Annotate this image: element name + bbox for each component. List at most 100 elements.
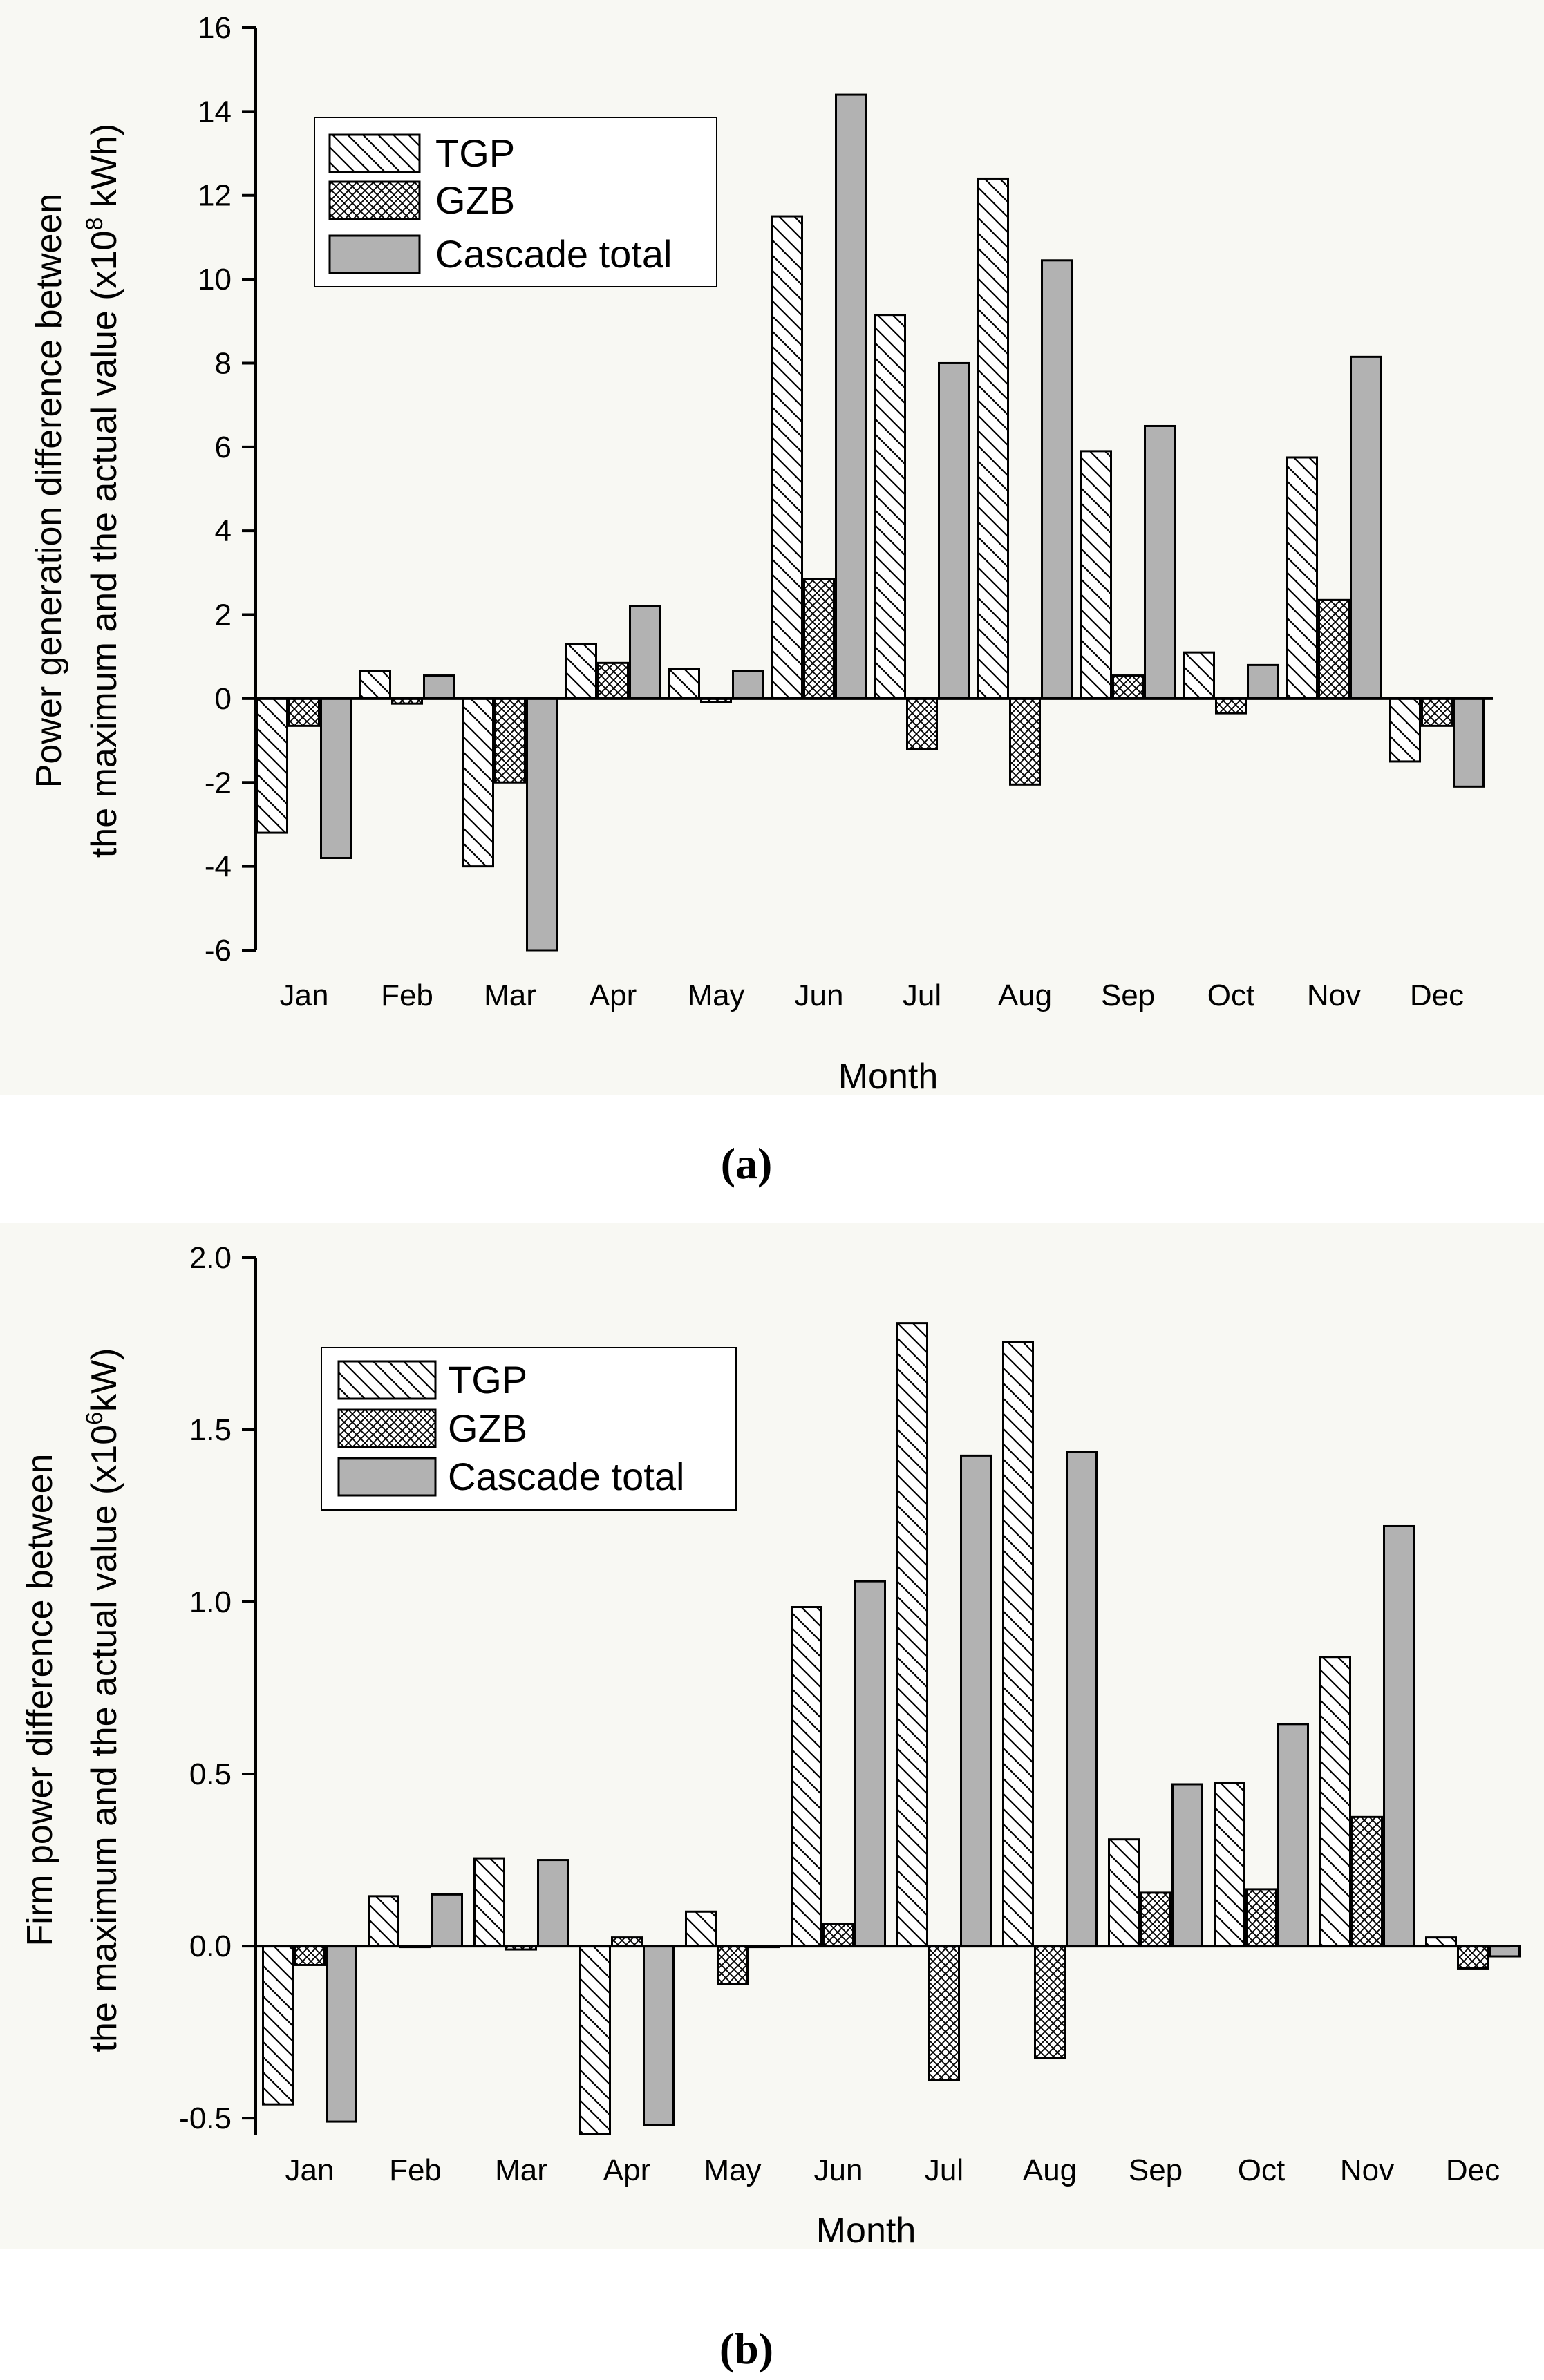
panel-b-legend-label-tgp: TGP [448, 1358, 527, 1401]
panel-b-bar-tgp-may [685, 1910, 717, 1947]
panel-a-bar-tgp-sep [1080, 450, 1112, 700]
panel-a-bar-gzb-nov [1318, 598, 1350, 700]
panel-a-bar-tgp-jul [874, 314, 906, 700]
panel-b-bar-tgp-mar [473, 1857, 505, 1947]
panel-a-bar-cascade-total-jan [320, 697, 352, 860]
panel-b-bar-cascade-total-sep [1171, 1783, 1203, 1947]
panel-b-bar-cascade-total-mar [537, 1859, 569, 1947]
panel-b-bar-tgp-feb [368, 1895, 399, 1947]
panel-a-month-label: Sep [1101, 979, 1155, 1012]
panel-a-bar-gzb-jun [803, 578, 835, 700]
panel-a-bar-gzb-oct [1215, 697, 1247, 715]
panel-a-legend-label-gzb: GZB [435, 178, 515, 222]
panel-a-month-label: Dec [1410, 979, 1464, 1012]
panel-a-ytick-label: 6 [215, 431, 232, 464]
panel-b-month-label: Jan [285, 2153, 335, 2187]
panel-b-legend-label-gzb: GZB [448, 1406, 527, 1450]
panel-a-bar-cascade-total-nov [1350, 355, 1382, 700]
panel-b-ylabel-line2: the maximum and the actual value (x106kW… [82, 1348, 124, 2052]
panel-a-ytick-label: 14 [198, 95, 232, 129]
panel-a-bar-gzb-sep [1112, 674, 1144, 700]
panel-a-bar-tgp-may [668, 668, 700, 700]
panel-b-bar-tgp-jul [896, 1322, 928, 1947]
panel-a-bar-cascade-total-dec [1453, 697, 1485, 788]
panel-a-legend-label-cascade-total: Cascade total [435, 232, 672, 276]
panel-b-bar-gzb-nov [1351, 1815, 1383, 1947]
plot-area-b: -0.5 0.0 0.5 1.0 1.5 2.0 Jan Feb Mar Apr May Jun Jul… [179, 1241, 1521, 2187]
panel-a-legend-swatch-tgp [328, 133, 421, 173]
panel-b-month-label: May [704, 2153, 761, 2187]
panel-b-ylabel-exponent: 6 [82, 1412, 108, 1425]
panel-a-legend-swatch-gzb [328, 180, 421, 220]
panel-a-month-label: Jan [280, 979, 329, 1012]
panel-a-legend: TGP GZB Cascade total [314, 117, 717, 287]
chart-panel-b: -0.5 0.0 0.5 1.0 1.5 2.0 Jan Feb Mar Apr May Jun Jul… [0, 1223, 1544, 2251]
panel-b-bar-cascade-total-apr [643, 1945, 675, 2126]
panel-a-ytick-label: -6 [205, 934, 232, 967]
panel-b-month-label: Dec [1446, 2153, 1500, 2187]
panel-b-ylabel-unit: kW) [84, 1348, 124, 1412]
panel-b-month-label: Sep [1129, 2153, 1183, 2187]
panel-b-month-label: Mar [495, 2153, 547, 2187]
panel-a-ylabel-line2: the maximum and the actual value (x108 k… [82, 124, 124, 858]
panel-a-bar-tgp-apr [565, 643, 597, 700]
panel-a-bar-cascade-total-may [732, 670, 764, 700]
panel-b-ylabel: Firm power difference between the maximu… [20, 1348, 124, 2052]
panel-a-ylabel: Power generation difference between the … [29, 124, 124, 858]
panel-a-bar-tgp-oct [1183, 651, 1215, 700]
panel-b-bar-gzb-oct [1245, 1888, 1277, 1947]
panel-b-ytick-label: 0.5 [189, 1757, 232, 1791]
panel-b-month-label: Jun [814, 2153, 863, 2187]
panel-b-ylabel-line2-main: the maximum and the actual value (x10 [84, 1425, 124, 2052]
panel-b-ytick-label: -0.5 [179, 2102, 232, 2135]
panel-b-month-label: Nov [1340, 2153, 1394, 2187]
panel-a-ytick-label: 10 [198, 263, 232, 296]
panel-b-bar-cascade-total-aug [1066, 1451, 1098, 1947]
panel-b-bar-tgp-jun [791, 1606, 822, 1947]
panel-a-bar-cascade-total-apr [629, 605, 661, 700]
panel-b-month-label: Aug [1023, 2153, 1077, 2187]
panel-b-bar-cascade-total-feb [431, 1893, 463, 1947]
panel-b-bar-cascade-total-oct [1277, 1723, 1309, 1947]
panel-a-bar-tgp-feb [359, 670, 391, 700]
panel-a-ylabel-exponent: 8 [82, 218, 108, 231]
panel-a-month-label: Mar [484, 979, 536, 1012]
panel-b-bar-gzb-may [717, 1945, 749, 1985]
panel-b-legend: TGP GZB Cascade total [321, 1347, 737, 1511]
panel-a-bar-cascade-total-aug [1041, 259, 1073, 700]
panel-a-legend-label-tgp: TGP [435, 131, 515, 175]
panel-b-ytick-label: 2.0 [189, 1241, 232, 1275]
panel-b-month-label: Jul [925, 2153, 963, 2187]
panel-b-legend-label-cascade-total: Cascade total [448, 1455, 684, 1498]
panel-a-bar-gzb-jan [288, 697, 320, 727]
panel-a-bar-gzb-jul [906, 697, 938, 750]
panel-a-ytick-label: 12 [198, 179, 232, 213]
panel-b-bar-gzb-jun [822, 1923, 854, 1947]
panel-b-bar-gzb-dec [1457, 1945, 1489, 1970]
chart-panel-a: -6 -4 -2 0 2 4 6 8 10 12 14 16 Jan Feb Mar Apr May Jun Jul… [0, 0, 1544, 1097]
panel-a-month-label: Jul [903, 979, 941, 1012]
panel-a-ylabel-line1: Power generation difference between [29, 193, 69, 788]
panel-a-bar-tgp-mar [462, 697, 494, 868]
panel-a-ytick-label: 0 [215, 682, 232, 716]
panel-b-bar-gzb-sep [1140, 1891, 1171, 1947]
panel-b-bar-tgp-jan [262, 1945, 294, 2106]
panel-a-bar-tgp-jan [256, 697, 288, 834]
panel-a-month-label: May [687, 979, 744, 1012]
panel-a-bar-cascade-total-mar [526, 697, 558, 952]
panel-a-bar-gzb-apr [597, 661, 629, 700]
panel-a-ytick-label: 4 [215, 514, 232, 548]
panel-a-bar-cascade-total-feb [423, 674, 455, 700]
panel-b-month-label: Apr [603, 2153, 650, 2187]
panel-b-bar-tgp-sep [1108, 1838, 1140, 1947]
panel-b-background [0, 1223, 1544, 2249]
panel-a-bar-cascade-total-jun [835, 93, 867, 700]
panel-a-month-label: Feb [381, 979, 433, 1012]
panel-a-month-label: Oct [1207, 979, 1254, 1012]
panel-a-ytick-label: -4 [205, 850, 232, 884]
panel-a-ytick-label: 2 [215, 598, 232, 632]
panel-a-month-label: Nov [1307, 979, 1361, 1012]
panel-a-xlabel: Month [838, 1057, 939, 1097]
panel-a-bar-cascade-total-sep [1144, 424, 1176, 700]
